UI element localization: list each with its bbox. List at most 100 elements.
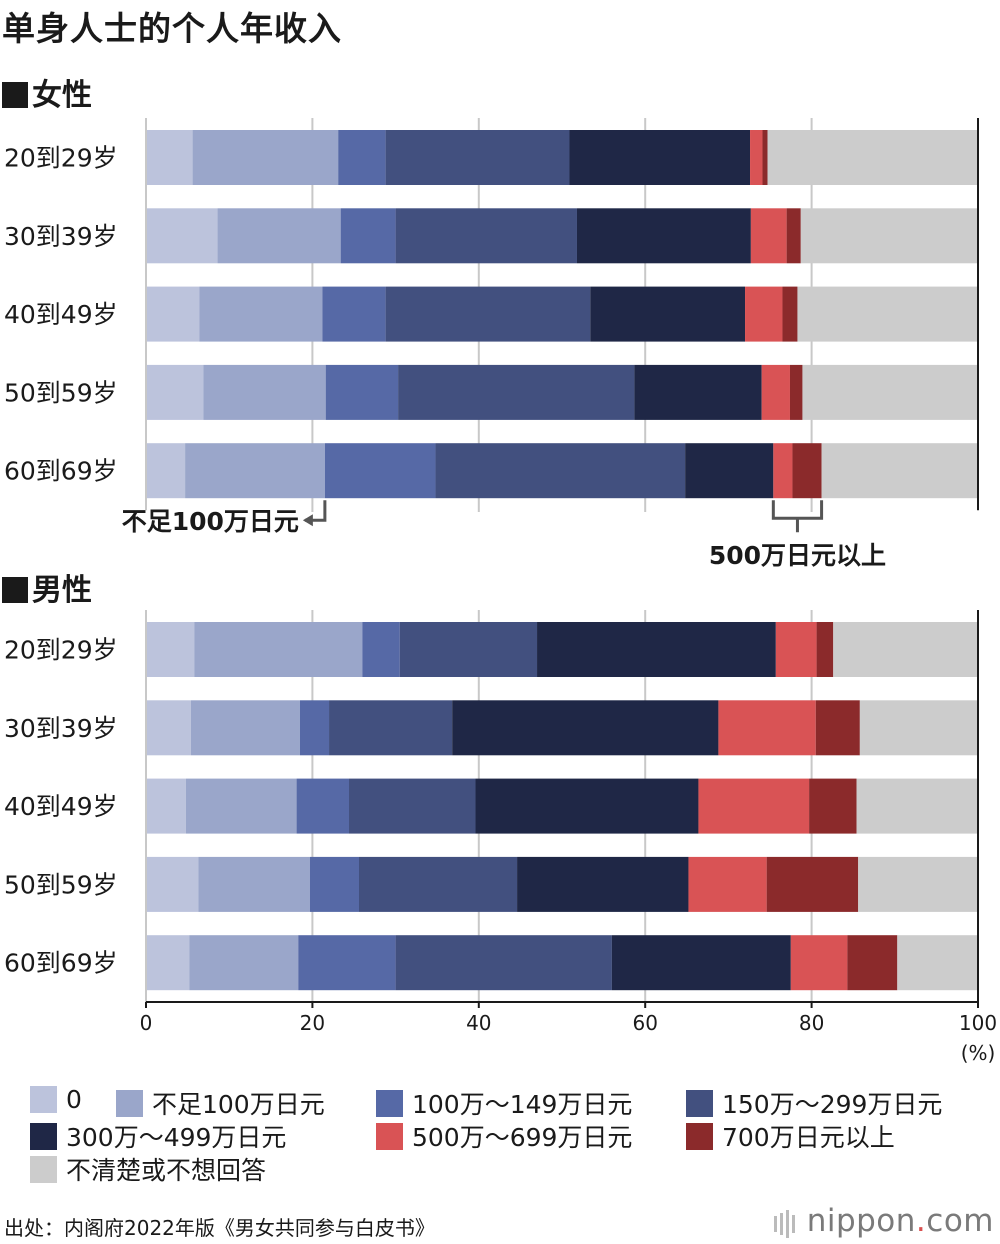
legend-item: 不足100万日元 <box>116 1085 325 1121</box>
annotation-under-100: 不足100万日元 <box>122 507 299 536</box>
legend-item: 0 <box>30 1085 82 1114</box>
bar-segment <box>146 286 200 342</box>
bar-segment <box>452 700 719 756</box>
bar-segment <box>146 622 195 677</box>
bar-segment <box>745 286 783 342</box>
bar-segment <box>833 622 978 677</box>
bar-segment <box>897 935 978 991</box>
logo-dot: . <box>915 1203 927 1239</box>
logo-suffix: com <box>926 1203 994 1239</box>
bar-segment <box>858 856 978 912</box>
bar-segment <box>146 778 186 834</box>
legend-label: 300万～499万日元 <box>66 1123 287 1152</box>
legend-item: 300万～499万日元 <box>30 1118 286 1154</box>
x-tick-label: 60 <box>632 1011 657 1035</box>
legend-swatch <box>376 1089 403 1117</box>
bar-segment <box>815 700 860 756</box>
legend-swatch <box>686 1122 713 1150</box>
bar-segment <box>859 700 978 756</box>
legend-item: 500万～699万日元 <box>376 1118 632 1154</box>
x-tick-label: 20 <box>300 1011 325 1035</box>
bar-segment <box>475 778 699 834</box>
bar-segment <box>362 622 400 677</box>
bar-segment <box>821 443 978 499</box>
x-unit-label: (%) <box>961 1041 996 1065</box>
section-label-female: 女性 <box>32 78 92 113</box>
bar-segment <box>856 778 978 834</box>
bar-segment <box>537 622 776 677</box>
legend-label: 500万～699万日元 <box>412 1123 633 1152</box>
bar-segment <box>194 622 363 677</box>
bar-segment <box>185 443 325 499</box>
bar-segment <box>296 778 350 834</box>
legend-swatch <box>686 1089 713 1117</box>
bar-segment <box>199 286 323 342</box>
bar-segment <box>203 364 326 420</box>
legend-item: 700万日元以上 <box>686 1118 895 1154</box>
bar-segment <box>322 286 386 342</box>
legend-label: 不足100万日元 <box>152 1090 325 1119</box>
bar-segment <box>309 856 359 912</box>
bar-segment <box>800 208 978 264</box>
bar-segment <box>792 443 822 499</box>
bar-segment <box>192 130 339 185</box>
bar-segment <box>189 935 299 991</box>
bar-segment <box>146 443 186 499</box>
bar-segment <box>767 130 978 185</box>
legend-swatch <box>376 1122 403 1150</box>
source-note: 出处：内阁府2022年版《男女共同参与白皮书》 <box>4 1216 435 1240</box>
bar-segment <box>395 935 612 991</box>
bar-segment <box>698 778 810 834</box>
square-icon <box>2 82 28 108</box>
category-label: 50到59岁 <box>4 378 118 407</box>
bar-segment <box>789 364 803 420</box>
nippon-logo: nippon.com <box>807 1203 994 1239</box>
category-label: 30到39岁 <box>4 714 118 743</box>
bar-segment <box>146 364 204 420</box>
chart-title: 单身人士的个人年收入 <box>2 9 342 48</box>
bar-segment <box>517 856 689 912</box>
category-label: 20到29岁 <box>4 144 118 173</box>
section-heading-female: 女性 <box>2 70 92 114</box>
bar-segment <box>146 130 193 185</box>
bar-segment <box>217 208 341 264</box>
logo-name: nippon <box>806 1203 916 1239</box>
bar-segment <box>790 935 848 991</box>
bar-segment <box>773 443 793 499</box>
bar-segment <box>590 286 746 342</box>
legend-item: 150万～299万日元 <box>686 1085 942 1121</box>
bar-segment <box>797 286 978 342</box>
bar-segment <box>358 856 518 912</box>
bar-segment <box>325 364 399 420</box>
bar-segment <box>775 622 817 677</box>
bar-segment <box>762 130 768 185</box>
bar-segment <box>398 364 635 420</box>
bar-segment <box>299 700 330 756</box>
bar-segment <box>146 935 190 991</box>
legend-swatch <box>30 1155 57 1183</box>
bar-segment <box>569 130 751 185</box>
square-icon <box>2 577 28 603</box>
category-label: 60到69岁 <box>4 949 118 978</box>
bar-segment <box>847 935 898 991</box>
bar-segment <box>634 364 762 420</box>
bar-segment <box>190 700 300 756</box>
bar-segment <box>298 935 396 991</box>
bar-segment <box>395 208 577 264</box>
bar-segment <box>782 286 798 342</box>
bar-segment <box>340 208 396 264</box>
bar-segment <box>809 778 857 834</box>
bar-segment <box>329 700 453 756</box>
legend-swatch <box>30 1122 57 1150</box>
legend-swatch <box>30 1086 57 1113</box>
legend-label: 100万～149万日元 <box>412 1090 633 1119</box>
legend-label: 不清楚或不想回答 <box>66 1156 267 1185</box>
legend-label: 700万日元以上 <box>722 1123 895 1152</box>
bar-segment <box>349 778 476 834</box>
bar-segment <box>718 700 816 756</box>
bar-segment <box>576 208 751 264</box>
bar-segment <box>435 443 686 499</box>
bar-segment <box>146 208 218 264</box>
x-tick-label: 40 <box>466 1011 491 1035</box>
